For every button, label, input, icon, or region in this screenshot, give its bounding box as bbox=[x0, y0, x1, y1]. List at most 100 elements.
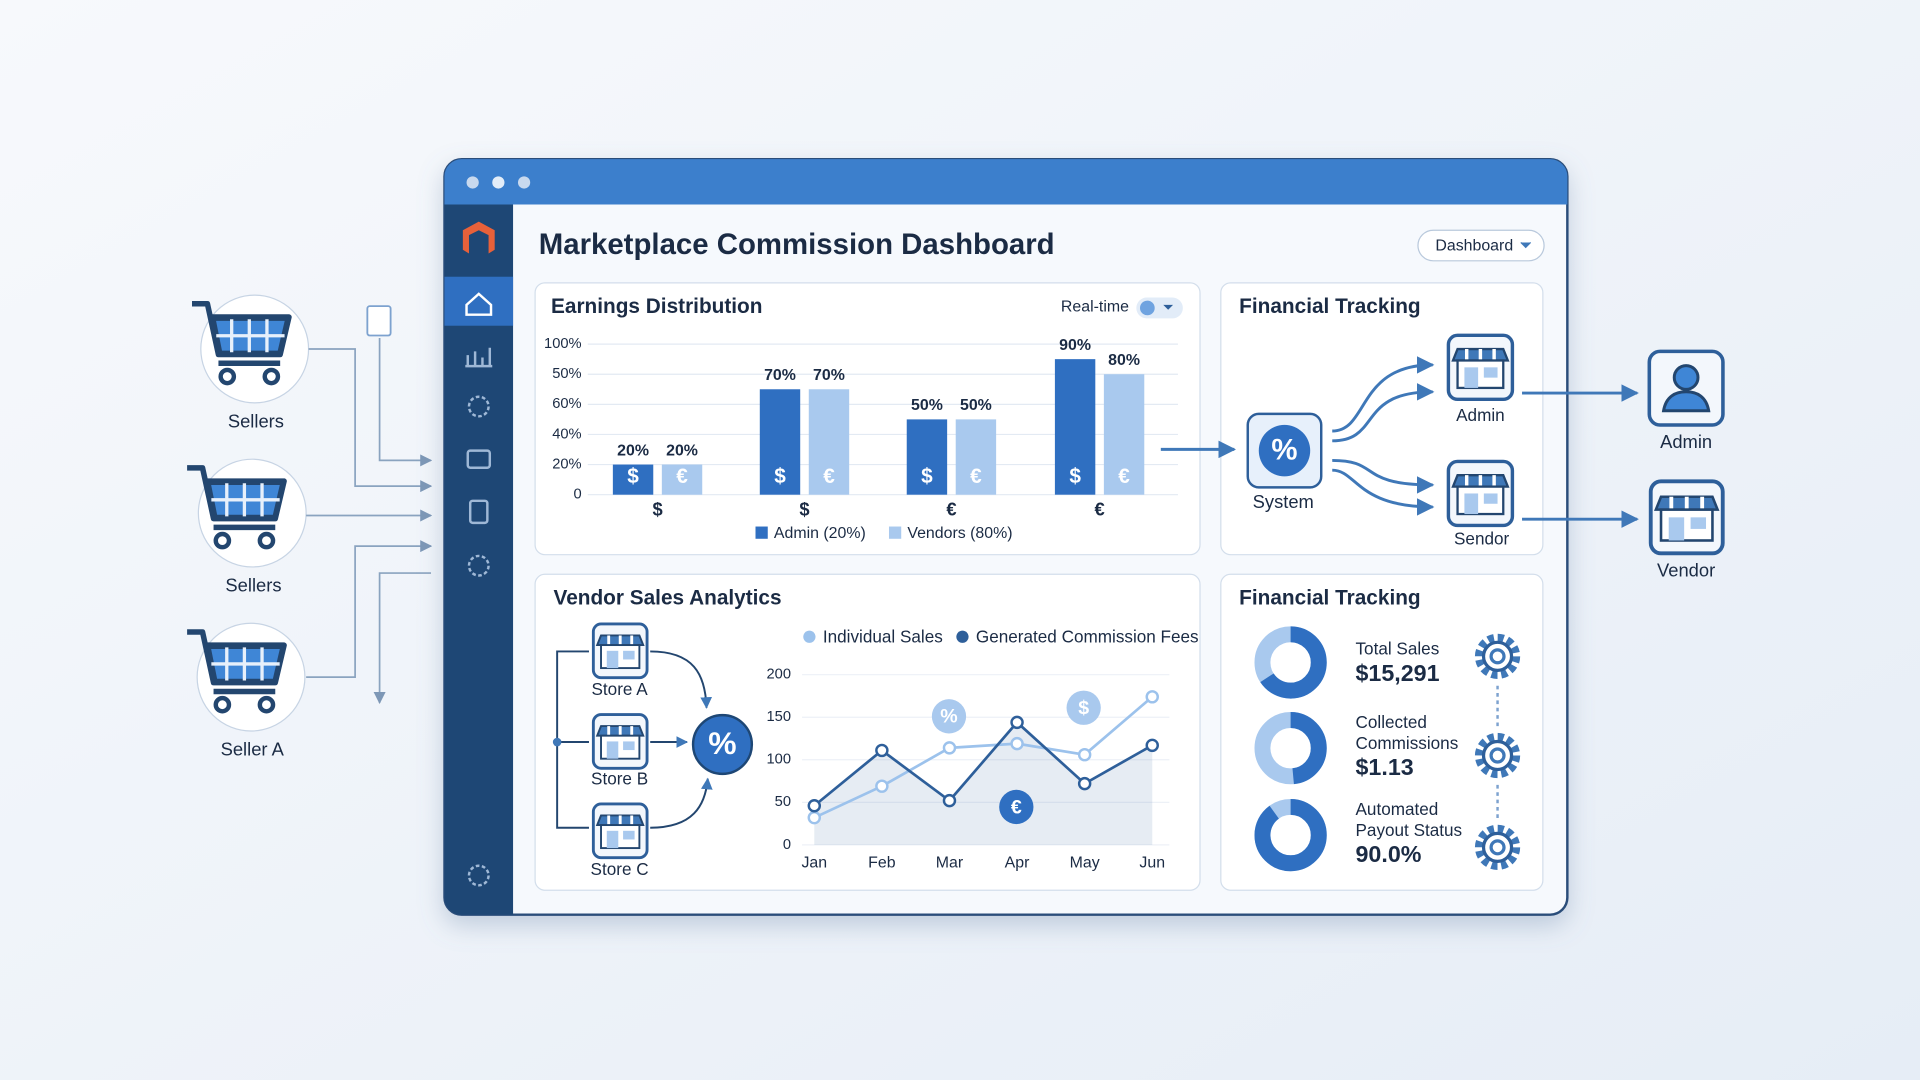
annotation: € bbox=[1011, 796, 1022, 818]
bar-symbol: € bbox=[1118, 465, 1130, 488]
annotation: % bbox=[940, 706, 957, 728]
bar-symbol: € bbox=[970, 465, 982, 488]
store-icon bbox=[591, 802, 649, 860]
point bbox=[1077, 747, 1092, 762]
logo bbox=[462, 221, 495, 254]
home-icon[interactable] bbox=[465, 292, 493, 316]
admin-icon bbox=[1647, 349, 1725, 427]
toggle-label[interactable]: Real-time bbox=[1061, 299, 1129, 316]
y-tick-label: 20% bbox=[552, 456, 581, 472]
x-tick-label: Apr bbox=[1005, 854, 1030, 871]
gear-icon bbox=[1479, 829, 1516, 866]
toggle-knob[interactable] bbox=[1140, 300, 1155, 316]
y-tick-label: 50% bbox=[552, 366, 581, 382]
point bbox=[807, 810, 822, 825]
seller-label: Sellers bbox=[228, 410, 284, 431]
arrow bbox=[1332, 383, 1435, 443]
seller-label: Sellers bbox=[225, 574, 281, 595]
connector bbox=[306, 540, 433, 679]
x-tick-label: Feb bbox=[868, 854, 896, 871]
bar bbox=[612, 464, 654, 495]
store-icon bbox=[591, 622, 649, 680]
store-label: Store B bbox=[591, 769, 648, 789]
window-dot bbox=[492, 176, 505, 189]
stat-label: Collected bbox=[1356, 712, 1427, 732]
settings-icon[interactable] bbox=[467, 395, 490, 418]
menu-caret[interactable] bbox=[1520, 242, 1532, 249]
bar bbox=[1103, 374, 1145, 495]
sidebar bbox=[444, 204, 514, 915]
seller-label: Seller A bbox=[221, 738, 285, 759]
hub-symbol: % bbox=[1271, 434, 1297, 467]
outside-label: Admin bbox=[1660, 431, 1712, 452]
connector bbox=[378, 337, 433, 467]
stat-value: 90.0% bbox=[1356, 841, 1422, 867]
sellers: Sellers Sellers Seller A bbox=[187, 294, 433, 759]
annotation-badge bbox=[1066, 690, 1101, 725]
y-tick-label: 0 bbox=[573, 487, 581, 503]
x-tick-label: Mar bbox=[936, 854, 964, 871]
legend-label: Admin (20%) bbox=[774, 525, 866, 542]
system-hub bbox=[1258, 424, 1311, 477]
y-tick-label: 60% bbox=[552, 396, 581, 412]
outside-label: Vendor bbox=[1657, 560, 1715, 581]
point bbox=[807, 799, 822, 813]
bar-symbol: $ bbox=[627, 465, 639, 488]
bar-symbol: $ bbox=[1069, 465, 1081, 488]
arrow bbox=[1332, 458, 1435, 494]
report-icon[interactable] bbox=[468, 499, 489, 525]
connector bbox=[650, 777, 713, 829]
gear-icon bbox=[1479, 737, 1516, 774]
junction bbox=[552, 737, 562, 747]
chart-icon[interactable] bbox=[465, 347, 493, 368]
bar-symbol: € bbox=[823, 465, 835, 488]
y-tick-label: 40% bbox=[552, 426, 581, 442]
annotation-badge bbox=[999, 789, 1034, 825]
legend-swatch bbox=[956, 630, 969, 643]
data-label: 70% bbox=[813, 367, 845, 384]
bar bbox=[1054, 359, 1096, 495]
sidebar-active[interactable] bbox=[444, 276, 514, 326]
line bbox=[813, 695, 1154, 819]
menu-button[interactable] bbox=[1417, 229, 1545, 262]
window-dot bbox=[517, 176, 531, 189]
arrow bbox=[1332, 356, 1435, 433]
stat-label: Commissions bbox=[1356, 733, 1459, 753]
x-tick-label: Jun bbox=[1139, 854, 1165, 871]
data-label: 20% bbox=[617, 442, 649, 459]
hub-symbol: % bbox=[708, 725, 736, 761]
x-tick-label: $ bbox=[799, 498, 809, 519]
bar bbox=[955, 419, 997, 495]
document-icon bbox=[366, 305, 392, 337]
x-tick-label: € bbox=[1094, 498, 1104, 519]
wallet-icon[interactable] bbox=[466, 449, 492, 469]
point bbox=[1145, 738, 1159, 753]
data-label: 90% bbox=[1059, 337, 1091, 354]
commission-hub bbox=[691, 713, 754, 776]
bar bbox=[808, 389, 850, 495]
panel-title: Vendor Sales Analytics bbox=[553, 586, 781, 609]
stat-label: Total Sales bbox=[1356, 639, 1440, 659]
connector bbox=[308, 348, 433, 493]
y-tick-label: 50 bbox=[775, 794, 791, 810]
admin-node bbox=[1446, 333, 1515, 402]
toggle-caret[interactable] bbox=[1163, 304, 1174, 310]
settings-icon[interactable] bbox=[467, 864, 490, 887]
settings-icon[interactable] bbox=[467, 554, 490, 577]
y-tick-label: 200 bbox=[767, 667, 792, 683]
stat-value: $15,291 bbox=[1356, 660, 1440, 686]
dashboard-title: Marketplace Commission Dashboard bbox=[539, 228, 1055, 261]
x-tick-label: $ bbox=[652, 498, 662, 519]
point bbox=[942, 741, 957, 755]
connector bbox=[650, 650, 713, 709]
y-tick-label: 100% bbox=[544, 336, 582, 352]
menu-label[interactable]: Dashboard bbox=[1435, 237, 1513, 254]
data-label: 70% bbox=[764, 367, 796, 384]
annotation-badge bbox=[931, 699, 967, 734]
data-label: 80% bbox=[1108, 352, 1140, 369]
x-tick-label: Jan bbox=[801, 854, 827, 871]
legend-label: Individual Sales bbox=[823, 626, 943, 646]
point bbox=[1077, 776, 1092, 791]
point bbox=[942, 793, 957, 808]
